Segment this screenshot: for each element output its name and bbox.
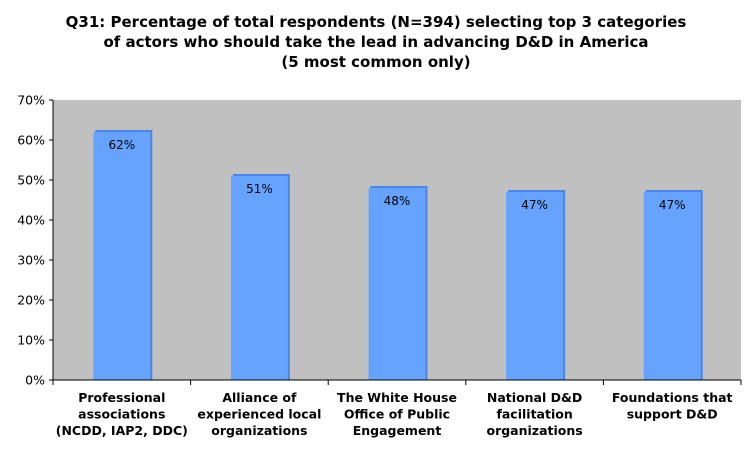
y-tick-label: 30% [17,253,45,268]
x-category-label-line: support D&D [627,407,718,422]
x-category-label: Alliance of experienced local organization… [197,390,321,438]
y-tick-label: 60% [17,133,45,148]
chart-title-line-2: of actors who should take the lead in ad… [103,33,649,51]
x-category-label-line: (NCDD, IAP2, DDC) [56,423,188,438]
bar [93,132,151,380]
x-category-label: National D&D facilitation organizations [486,390,582,438]
x-category-label-line: Engagement [353,423,442,438]
y-tick-label: 50% [17,173,45,188]
x-category-label-line: Alliance of [222,390,297,405]
y-tick-label: 10% [17,333,45,348]
chart-title-line-3: (5 most common only) [281,53,471,71]
x-category-label-line: facilitation [496,407,572,422]
x-category-label-line: organizations [486,423,582,438]
bar [368,188,426,380]
chart-title-line-1: Q31: Percentage of total respondents (N=… [65,13,687,31]
y-tick-label: 0% [25,373,45,388]
bar [643,192,701,380]
bar [230,176,288,380]
x-category-label-line: associations [78,407,165,422]
x-category-label-line: Foundations that [612,390,733,405]
x-category-label-line: experienced local [197,407,321,422]
y-tick-label: 70% [17,93,45,108]
x-category-label-line: The White House [337,390,457,405]
x-category-label-line: National D&D [487,390,582,405]
bar [506,192,564,380]
data-label: 47% [521,198,548,212]
y-tick-label: 20% [17,293,45,308]
data-label: 47% [659,198,686,212]
chart-title: Q31: Percentage of total respondents (N=… [0,12,752,72]
x-category-label: The White House Office of Public Engagemen… [337,390,457,438]
x-category-label-line: Professional [78,390,165,405]
data-label: 51% [246,182,273,196]
data-label: 62% [108,138,135,152]
x-category-label: Foundations that support D&D [612,390,733,422]
x-category-label-line: organizations [211,423,307,438]
data-label: 48% [384,194,411,208]
x-category-label-line: Office of Public [344,407,450,422]
y-tick-label: 40% [17,213,45,228]
x-category-label: Professional associations (NCDD, IAP2, DDC… [56,390,188,438]
